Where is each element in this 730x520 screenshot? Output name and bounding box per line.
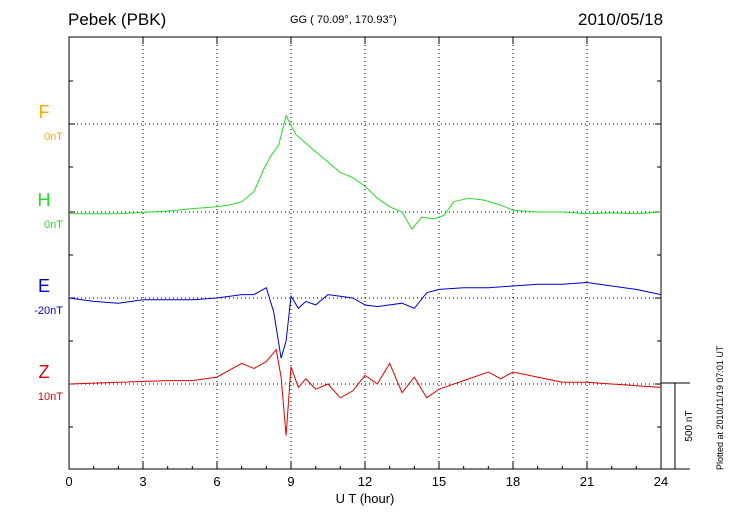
scale-bar-label: 500 nT <box>684 410 695 441</box>
x-axis-label: U T (hour) <box>336 491 395 506</box>
x-tick-label: 21 <box>580 474 594 489</box>
date-label: 2010/05/18 <box>578 10 664 29</box>
series-labels: F 0nT H 0nT E -20nT Z 10nT <box>34 102 63 403</box>
series-line-z <box>68 348 662 436</box>
x-tick-label: 0 <box>65 474 72 489</box>
series-offset-e: -20nT <box>34 305 63 317</box>
axis-ticks: 0 3 6 9 12 15 18 21 24 <box>65 37 668 489</box>
series-offset-f: 0nT <box>44 131 63 143</box>
x-tick-label: 24 <box>654 474 668 489</box>
series-name-z: Z <box>39 362 50 382</box>
grid <box>69 37 661 469</box>
plotted-timestamp: Plotted at 2010/11/19 07:01 UT <box>715 345 725 470</box>
x-tick-label: 12 <box>358 474 372 489</box>
x-tick-label: 3 <box>139 474 146 489</box>
series-name-e: E <box>38 276 50 296</box>
series-name-h: H <box>38 190 51 210</box>
x-tick-label: 18 <box>506 474 520 489</box>
x-tick-label: 9 <box>287 474 294 489</box>
x-tick-label: 15 <box>432 474 446 489</box>
station-title: Pebek (PBK) <box>68 10 167 29</box>
series-offset-h: 0nT <box>44 219 63 231</box>
series-line-h <box>69 114 662 231</box>
series-line-e <box>68 281 662 359</box>
x-tick-label: 6 <box>213 474 220 489</box>
series-offset-z: 10nT <box>38 391 63 403</box>
geo-coordinates: GG ( 70.09°, 170.93°) <box>290 14 397 26</box>
series-lines <box>68 114 662 436</box>
series-name-f: F <box>39 102 50 122</box>
